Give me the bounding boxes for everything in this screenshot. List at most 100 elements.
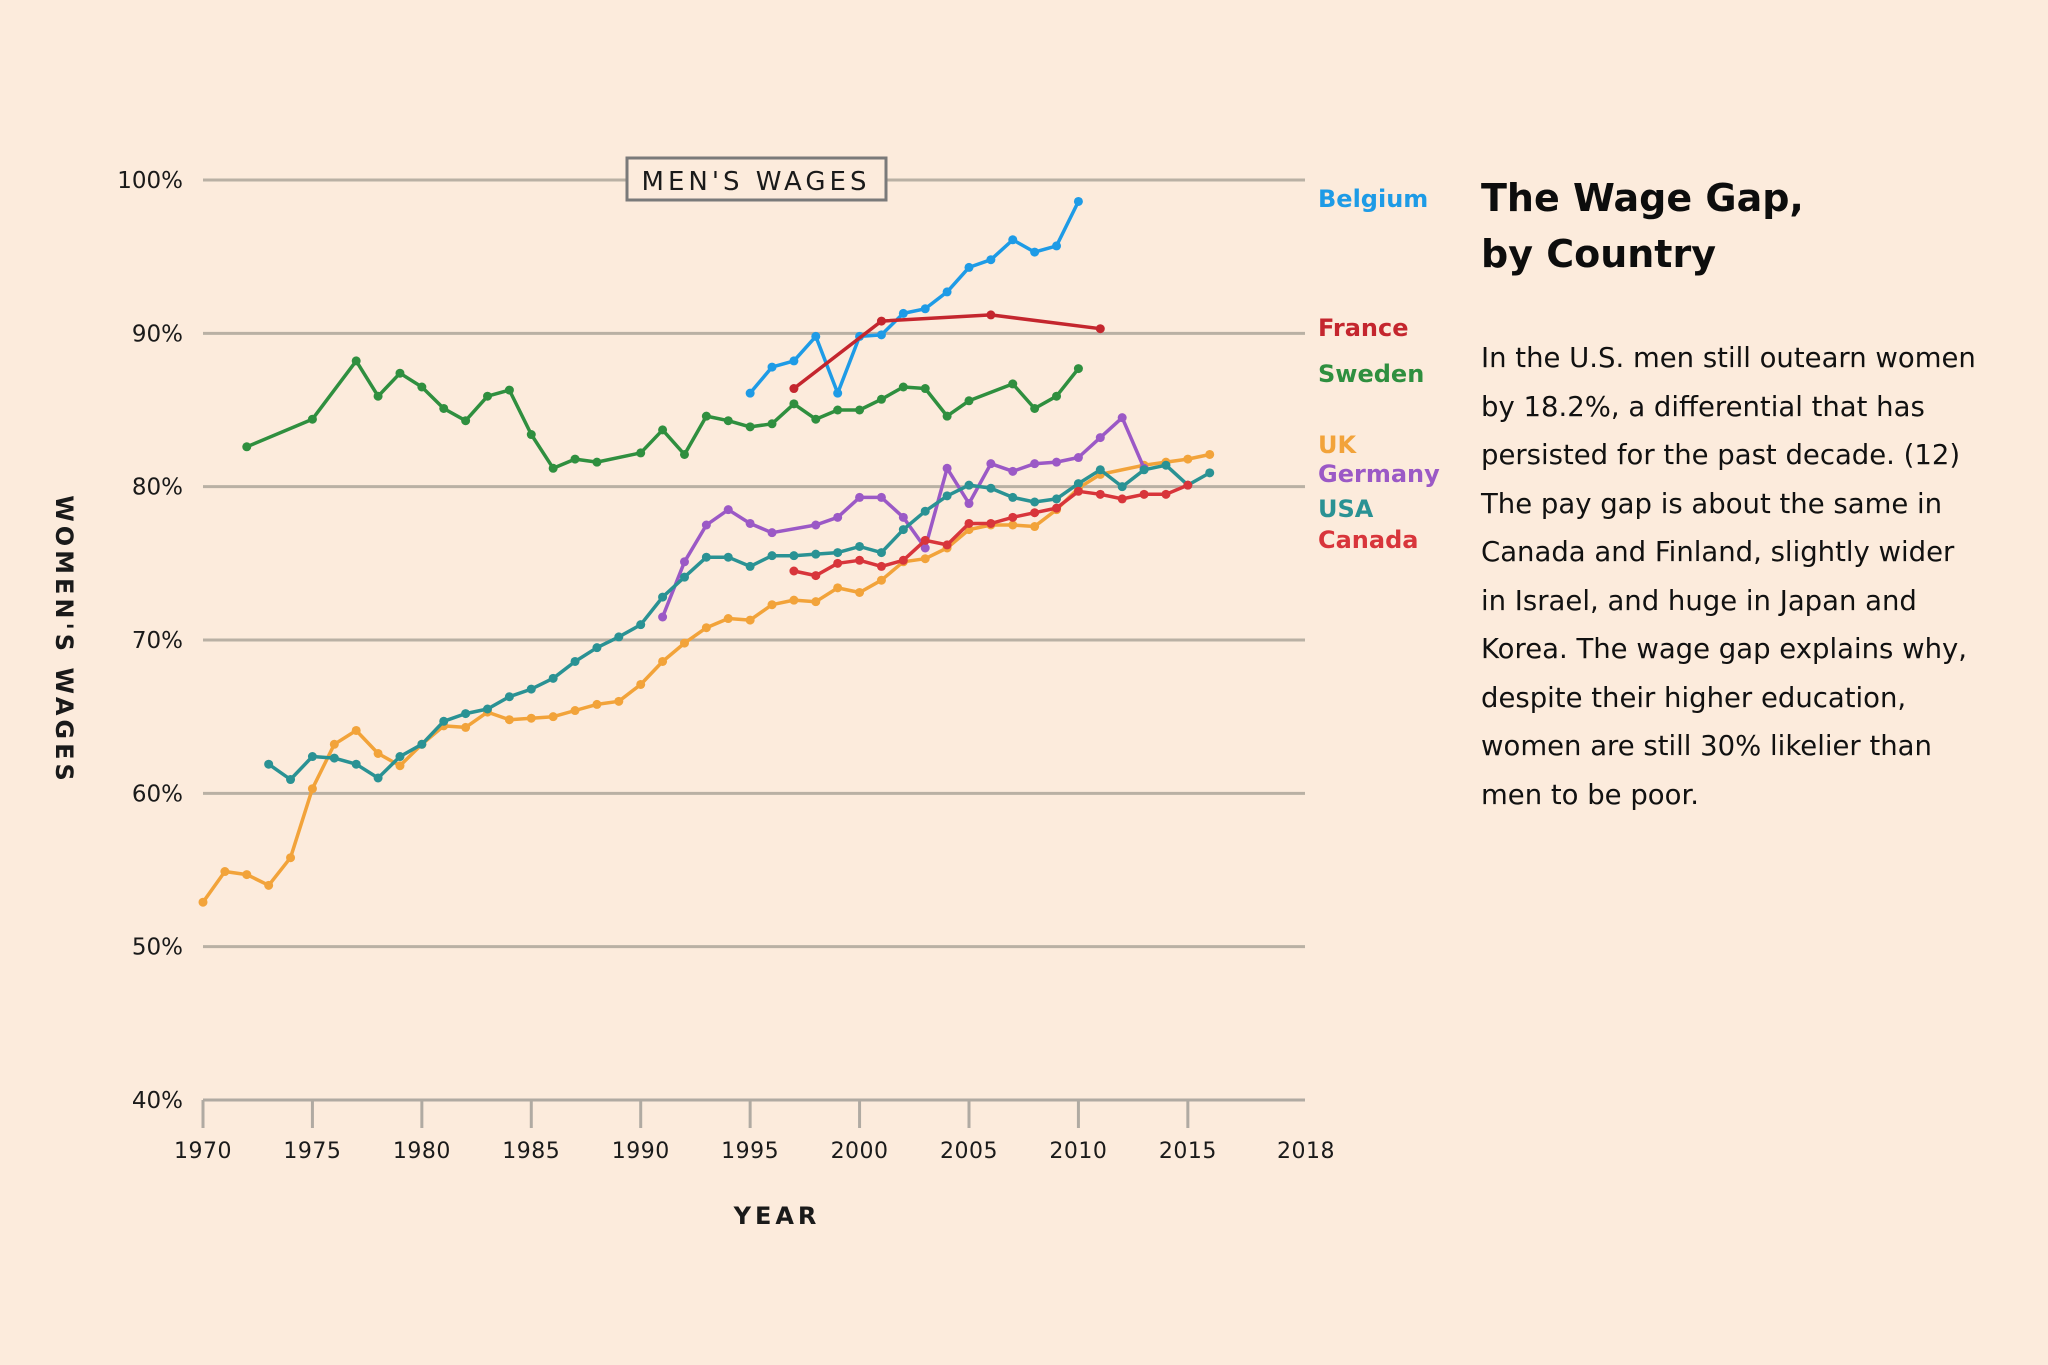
data-point (1183, 480, 1193, 490)
data-point (833, 512, 843, 522)
data-point (723, 614, 733, 624)
data-point (964, 518, 974, 528)
data-point (1030, 403, 1040, 413)
data-point (264, 759, 274, 769)
data-point (417, 739, 427, 749)
data-point (833, 548, 843, 558)
data-point (811, 331, 821, 341)
description-line: Korea. The wage gap explains why, (1481, 633, 1968, 665)
data-point (855, 587, 865, 597)
series-line (246, 359, 1080, 471)
mens-wages-label: MEN'S WAGES (642, 167, 871, 197)
data-point (570, 454, 580, 464)
data-point (942, 540, 952, 550)
data-point (1095, 433, 1105, 443)
series-line (201, 452, 1211, 904)
side-title-line: The Wage Gap, (1481, 176, 1804, 220)
series-label-usa: USA (1318, 495, 1374, 523)
data-point (1139, 489, 1149, 499)
data-point (1205, 468, 1215, 478)
data-point (920, 554, 930, 564)
data-point (986, 310, 996, 320)
data-point (242, 442, 252, 452)
data-point (461, 709, 471, 719)
data-point (986, 518, 996, 528)
series-label-france: France (1318, 314, 1408, 342)
data-point (329, 753, 339, 763)
series-label-germany: Germany (1318, 460, 1440, 488)
data-point (679, 557, 689, 567)
description-line: women are still 30% likelier than (1481, 730, 1932, 762)
data-point (920, 543, 930, 553)
data-point (1030, 497, 1040, 507)
data-point (1183, 454, 1193, 464)
x-tick-label: 1980 (393, 1139, 451, 1164)
data-point (811, 414, 821, 424)
y-tick-label: 50% (132, 935, 183, 961)
data-point (964, 262, 974, 272)
data-point (898, 525, 908, 535)
series-canada (789, 480, 1193, 581)
series-label-uk: UK (1318, 431, 1357, 459)
data-point (855, 492, 865, 502)
data-point (1117, 482, 1127, 492)
data-point (986, 255, 996, 265)
series-line (793, 483, 1189, 578)
x-tick-label: 1990 (612, 1139, 670, 1164)
data-point (1205, 449, 1215, 459)
data-point (636, 620, 646, 630)
data-point (220, 867, 230, 877)
data-point (723, 505, 733, 515)
data-point (789, 595, 799, 605)
data-point (307, 784, 317, 794)
data-point (264, 880, 274, 890)
data-point (1073, 196, 1083, 206)
y-tick-label: 70% (132, 628, 183, 654)
description-line: in Israel, and huge in Japan and (1481, 584, 1917, 617)
data-point (876, 492, 886, 502)
data-point (1073, 453, 1083, 463)
series-belgium (745, 196, 1083, 398)
data-point (855, 405, 865, 415)
data-point (789, 356, 799, 366)
data-point (767, 419, 777, 429)
description-line: The pay gap is about the same in (1481, 487, 1943, 520)
data-point (876, 316, 886, 326)
data-point (395, 752, 405, 762)
data-point (1008, 520, 1018, 530)
data-point (1052, 503, 1062, 513)
data-point (1095, 324, 1105, 334)
data-point (1030, 247, 1040, 257)
data-point (964, 396, 974, 406)
data-point (789, 384, 799, 394)
data-point (1030, 508, 1040, 518)
data-point (876, 575, 886, 585)
data-point (526, 684, 536, 694)
data-point (986, 459, 996, 469)
data-point (417, 382, 427, 392)
description-line: men to be poor. (1481, 778, 1699, 811)
data-point (811, 597, 821, 607)
y-axis-title: WOMEN'S WAGES (50, 495, 78, 785)
data-point (767, 528, 777, 538)
data-point (1008, 492, 1018, 502)
data-point (986, 483, 996, 493)
series-germany (658, 413, 1149, 622)
data-point (592, 643, 602, 653)
data-point (701, 552, 711, 562)
data-point (1052, 457, 1062, 467)
x-tick-label: 2015 (1159, 1139, 1217, 1164)
x-tick-label: 2018 (1277, 1139, 1335, 1164)
data-point (1052, 391, 1062, 401)
data-point (701, 520, 711, 530)
data-point (701, 623, 711, 633)
data-point (1073, 486, 1083, 496)
data-point (1008, 235, 1018, 245)
data-point (723, 552, 733, 562)
data-point (1095, 465, 1105, 475)
data-point (439, 716, 449, 726)
data-point (1030, 522, 1040, 532)
data-point (1008, 379, 1018, 389)
series-uk (198, 449, 1215, 907)
data-point (964, 499, 974, 509)
